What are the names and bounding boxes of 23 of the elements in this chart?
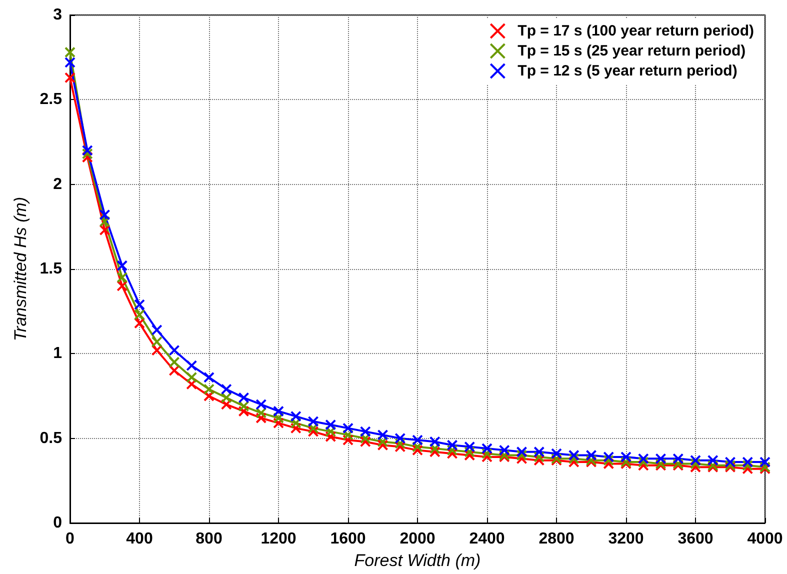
y-tick-label: 1 [53, 345, 62, 362]
legend-label: Tp = 17 s (100 year return period) [518, 22, 754, 40]
y-tick-label: 0.5 [40, 430, 62, 447]
legend-label: Tp = 12 s (5 year return period) [518, 62, 738, 80]
y-tick-label: 2 [53, 176, 62, 193]
x-tick-label: 800 [196, 530, 222, 548]
x-tick-label: 2000 [400, 530, 436, 548]
y-tick-label: 0 [53, 514, 62, 532]
y-tick-label: 1.5 [40, 260, 62, 278]
x-tick-label: 2800 [538, 530, 574, 548]
x-tick-label: 0 [66, 530, 75, 548]
y-axis-title: Transmitted Hs (m) [10, 196, 30, 342]
legend-label: Tp = 15 s (25 year return period) [518, 42, 746, 60]
x-tick-label: 1600 [330, 530, 366, 548]
x-tick-label: 3200 [608, 530, 644, 548]
x-tick-label: 2400 [469, 530, 505, 548]
x-tick-label: 400 [126, 530, 153, 548]
x-tick-label: 1200 [260, 530, 296, 548]
y-tick-label: 3 [53, 6, 62, 24]
x-tick-label: 3600 [678, 530, 714, 548]
x-tick-label: 4000 [747, 530, 783, 548]
y-tick-label: 2.5 [40, 91, 62, 108]
x-axis-title: Forest Width (m) [354, 550, 481, 570]
